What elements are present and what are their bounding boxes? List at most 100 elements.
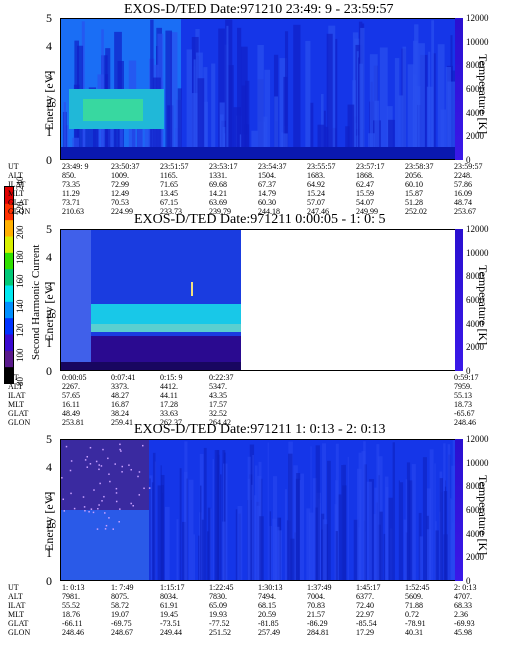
ephemeris-glat-value: 70.53 (111, 198, 129, 207)
spectrogram-cell (61, 230, 91, 370)
ephemeris-ut-value: 23:51:57 (160, 162, 189, 171)
energy-tick: 4 (46, 460, 52, 475)
spectrogram-cell (130, 468, 132, 471)
spectrogram-cell (251, 484, 253, 580)
temperature-tick: 0 (466, 576, 471, 586)
spectrogram-cell (290, 538, 295, 580)
ephemeris-alt-value: 8075. (111, 592, 129, 601)
energy-tick: 0 (46, 153, 52, 167)
energy-tick: 1 (46, 124, 52, 139)
ephemeris-ilat-value: 43.35 (209, 391, 227, 400)
spectrogram-cell (98, 468, 100, 471)
spectrogram-cell (88, 511, 90, 513)
spectrogram-cell (257, 44, 264, 159)
ephemeris-glat-value: 48.49 (62, 409, 80, 418)
spectrogram-cell (92, 511, 95, 514)
spectrogram-cell (360, 489, 362, 580)
temperature-tick: 10000 (466, 36, 489, 47)
spectrogram-cell (435, 530, 439, 580)
ephemeris-glon-value: 17.29 (356, 628, 374, 637)
spectrogram-cell (108, 517, 110, 519)
temperature-tick: 2000 (466, 342, 484, 353)
spectrogram-cell (432, 53, 436, 159)
colorbar-segment (5, 285, 13, 302)
spectrogram-cell (99, 482, 101, 485)
ephemeris-glon-value: 262.37 (160, 418, 182, 427)
spectrogram-cell (70, 460, 73, 462)
temperature-tick: 8000 (466, 271, 484, 282)
spectrogram-cell (379, 47, 388, 159)
energy-tick: 5 (46, 222, 52, 236)
spectrogram-cell (115, 500, 118, 503)
spectrogram-cell (107, 101, 114, 159)
temperature-tick: 8000 (466, 481, 484, 492)
spectrogram-cell (188, 479, 194, 580)
ephemeris-glon-value: 247.46 (307, 207, 329, 216)
colorbar-segment (5, 317, 13, 335)
ephemeris-mlt-value: 16.87 (111, 400, 129, 409)
spectrogram-cell (422, 457, 427, 580)
ephemeris-glon-value: 239.79 (209, 207, 231, 216)
ephemeris-ilat-value: 62.47 (356, 180, 374, 189)
ephemeris-alt-value: 1165. (160, 171, 178, 180)
colorbar-gradient (5, 187, 13, 383)
ephemeris-mlt-value: 19.45 (160, 610, 178, 619)
spectrogram-cell (369, 54, 378, 159)
energy-tick: 5 (46, 11, 52, 25)
temperature-tick: 12000 (466, 13, 489, 23)
ephemeris-ut-value: 23:54:37 (258, 162, 287, 171)
ephemeris-row-label: UT (8, 162, 19, 171)
ephemeris-row-label: GLAT (8, 409, 29, 418)
ephemeris-glon-value: 244.18 (258, 207, 280, 216)
colorbar-segment (5, 301, 13, 319)
spectrogram-cell (211, 63, 216, 159)
spectrogram-cell (115, 492, 118, 494)
ephemeris-ut-value: 1:37:49 (307, 583, 332, 592)
ephemeris-glat-value: -73.51 (160, 619, 181, 628)
colorbar-segment (5, 203, 13, 221)
spectrogram-cell (293, 465, 298, 580)
ephemeris-mlt-value: 22.97 (356, 610, 374, 619)
ephemeris-ilat-value: 57.86 (454, 180, 472, 189)
spectrogram-cell (222, 521, 226, 580)
colorbar-tick: 200 (15, 225, 25, 240)
energy-axis-label: Energy [eV] (42, 491, 56, 551)
spectrogram-cell (97, 507, 99, 510)
ephemeris-row-label: GLON (8, 418, 31, 427)
ephemeris-glat-value: -69.93 (454, 619, 475, 628)
spectrogram-cell (288, 453, 293, 580)
energy-tick: 2 (46, 96, 52, 111)
spectrogram-cell (165, 30, 173, 159)
ephemeris-mlt-value: 17.57 (209, 400, 227, 409)
spectrogram-cell (121, 465, 124, 468)
panel-2-heatmap (60, 229, 462, 371)
spectrogram-cell (356, 468, 362, 580)
spectrogram-cell (151, 482, 154, 580)
spectrogram-cell (259, 516, 264, 580)
energy-tick: 2 (46, 517, 52, 532)
spectrogram-cell (98, 504, 100, 506)
ephemeris-glon-value: 233.73 (160, 207, 182, 216)
ephemeris-glat-value: -66.11 (62, 619, 83, 628)
spectrogram-cell (182, 521, 187, 580)
spectrogram-cell (322, 443, 327, 580)
ephemeris-glat-value: -69.75 (111, 619, 132, 628)
spectrogram-cell (191, 93, 199, 159)
spectrogram-cell (247, 478, 250, 580)
ephemeris-glon-value: 253.81 (62, 418, 84, 427)
ephemeris-ilat-value: 69.68 (209, 180, 227, 189)
ephemeris-alt-value: 1009. (111, 171, 129, 180)
ephemeris-ut-value: 23:55:57 (307, 162, 336, 171)
ephemeris-mlt-value: 15.87 (405, 189, 423, 198)
spectrogram-cell (399, 482, 404, 580)
spectrogram-cell (392, 442, 395, 580)
ephemeris-ilat-value: 68.15 (258, 601, 276, 610)
ephemeris-row-label: ALT (8, 382, 23, 391)
ephemeris-glon-value: 248.46 (454, 418, 476, 427)
spectrogram-cell (374, 487, 378, 580)
ephemeris-glat-value: 33.63 (160, 409, 178, 418)
spectrogram-cell (107, 457, 109, 460)
spectrogram-cell (207, 507, 211, 580)
spectrogram-cell (177, 88, 182, 159)
spectrogram-cell (312, 478, 318, 580)
